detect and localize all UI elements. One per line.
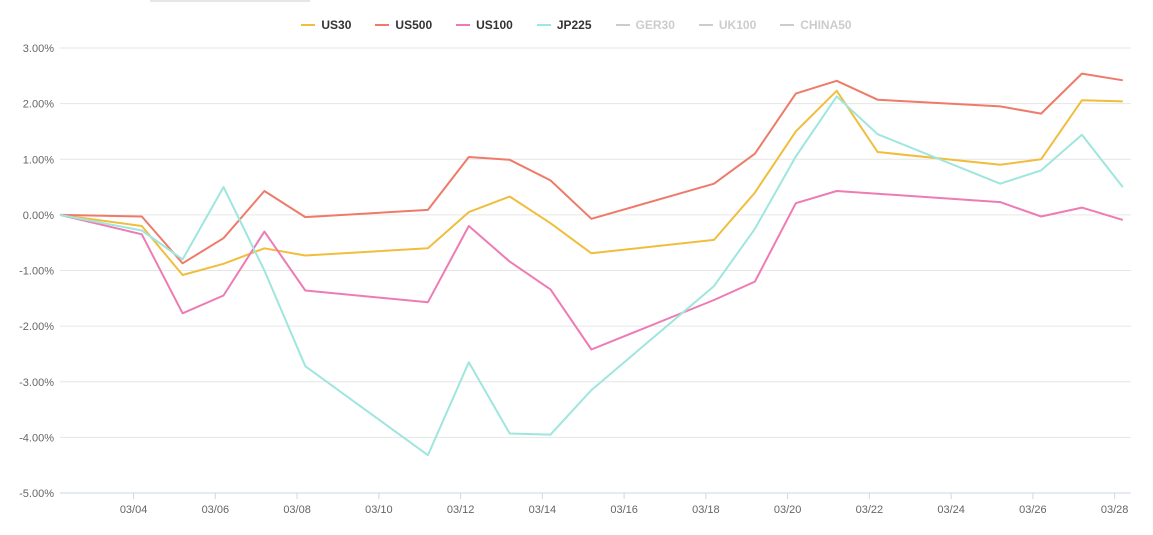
legend-swatch: [780, 24, 795, 26]
y-tick-label: 0.00%: [23, 210, 54, 222]
y-tick-label: 1.00%: [23, 154, 54, 166]
y-tick-label: 3.00%: [23, 43, 54, 55]
x-tick-label: 03/12: [447, 504, 475, 516]
legend-label: US100: [476, 18, 513, 32]
y-tick-label: -2.00%: [19, 321, 54, 333]
legend-item-us500[interactable]: US500: [375, 18, 432, 32]
legend-label: JP225: [556, 18, 592, 32]
series-line-us500[interactable]: [59, 72, 1123, 265]
x-tick-label: 03/14: [529, 504, 557, 516]
legend-item-us30[interactable]: US30: [301, 18, 351, 32]
legend-label: GER30: [635, 18, 675, 32]
y-tick-label: -3.00%: [19, 377, 54, 389]
legend-label: US30: [321, 18, 352, 32]
legend-swatch: [615, 24, 630, 26]
legend-label: UK100: [718, 18, 757, 32]
x-tick-label: 03/08: [283, 504, 311, 516]
x-tick-label: 03/06: [202, 504, 230, 516]
legend-swatch: [375, 24, 390, 26]
x-tick-label: 03/28: [1101, 504, 1129, 516]
legend-swatch: [301, 24, 316, 26]
legend-item-ger30[interactable]: GER30: [615, 18, 675, 32]
x-tick-label: 03/26: [1019, 504, 1047, 516]
x-tick-label: 03/10: [365, 504, 393, 516]
legend-label: US500: [395, 18, 433, 32]
axis-layer: 3.00% 2.00% 1.00% 0.00% -1.00% -2.00% -3.00% -4…: [19, 43, 1131, 516]
chart-legend: US30 US500 US100 JP225 GER30 UK100 CHINA50: [0, 14, 1153, 36]
grid-layer: [60, 47, 1131, 494]
legend-item-uk100[interactable]: UK100: [698, 18, 757, 32]
y-tick-label: 2.00%: [23, 99, 54, 111]
x-tick-label: 03/18: [692, 504, 720, 516]
x-tick-label: 03/16: [610, 504, 638, 516]
legend-item-jp225[interactable]: JP225: [536, 18, 592, 32]
x-tick-label: 03/22: [856, 504, 884, 516]
series-line-jp225[interactable]: [59, 95, 1124, 457]
y-tick-label: -4.00%: [19, 432, 54, 444]
x-tick-label: 03/24: [937, 504, 965, 516]
x-tick-label: 03/04: [120, 504, 148, 516]
legend-swatch: [536, 24, 551, 26]
y-tick-label: -5.00%: [19, 488, 54, 500]
series-layer: [59, 72, 1124, 457]
legend-label: CHINA50: [800, 18, 852, 32]
series-line-us100[interactable]: [59, 190, 1124, 351]
scroll-indicator: [150, 0, 310, 2]
legend-item-china50[interactable]: CHINA50: [780, 18, 852, 32]
x-tick-label: 03/20: [774, 504, 802, 516]
legend-swatch: [456, 24, 471, 26]
legend-item-us100[interactable]: US100: [456, 18, 513, 32]
series-line-us30[interactable]: [59, 89, 1123, 276]
y-tick-label: -1.00%: [19, 266, 54, 278]
legend-swatch: [698, 24, 713, 26]
